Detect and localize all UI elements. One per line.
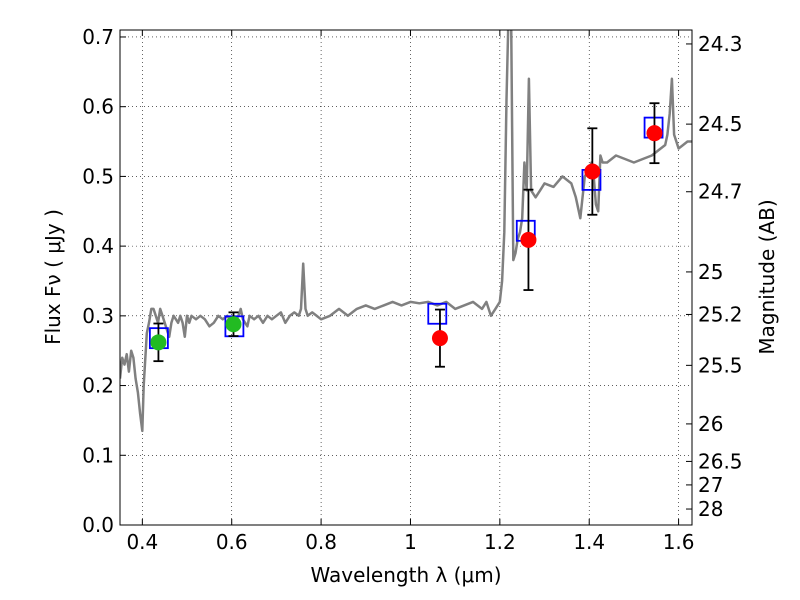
- plot-area: [120, 30, 692, 433]
- axes: 0.4 0.6 0.8 1 1.2 1.4 1.6 0.0 0.1 0.2 0.3 0.4 0.5 0.6…: [82, 25, 742, 554]
- x-tick-label: 1: [404, 530, 417, 554]
- y-tick-label: 0.4: [82, 234, 114, 258]
- mag-tick-label: 25: [698, 260, 723, 284]
- x-tick-label: 1.4: [573, 530, 605, 554]
- observed-flux-point: [646, 125, 663, 142]
- y-tick-label: 0.1: [82, 443, 114, 467]
- mag-tick-label: 28: [698, 497, 723, 521]
- model-photometry-marker: [427, 302, 448, 325]
- x-tick-label: 0.8: [305, 530, 337, 554]
- x-tick-label: 1.2: [484, 530, 516, 554]
- mag-tick-label: 26.5: [698, 449, 743, 473]
- markers: [148, 102, 664, 368]
- observed-flux-point: [431, 330, 448, 347]
- x-tick-label: 0.4: [126, 530, 158, 554]
- y-tick-label: 0.0: [82, 513, 114, 537]
- plot-frame: [119, 29, 693, 526]
- mag-tick-label: 26: [698, 412, 723, 436]
- y2-axis-label: Magnitude (AB): [755, 199, 779, 354]
- model-spectrum-line: [120, 30, 692, 433]
- mag-tick-label: 24.7: [698, 180, 743, 204]
- mag-tick-label: 27: [698, 473, 723, 497]
- x-axis-label: Wavelength λ (μm): [310, 563, 501, 587]
- y-tick-label: 0.7: [82, 25, 114, 49]
- observed-flux-point: [150, 334, 167, 351]
- observed-flux-point: [520, 231, 537, 248]
- y-tick-label: 0.6: [82, 95, 114, 119]
- observed-flux-point: [225, 316, 242, 333]
- mag-tick-label: 25.2: [698, 302, 743, 326]
- grid: [120, 30, 692, 526]
- x-tick-label: 0.6: [216, 530, 248, 554]
- x-tick-label: 1.6: [663, 530, 695, 554]
- y-tick-label: 0.3: [82, 304, 114, 328]
- mag-tick-label: 25.5: [698, 353, 743, 377]
- y-tick-label: 0.2: [82, 374, 114, 398]
- observed-flux-point: [584, 163, 601, 180]
- mag-tick-label: 24.5: [698, 112, 743, 136]
- y-tick-label: 0.5: [82, 164, 114, 188]
- mag-tick-label: 24.3: [698, 32, 743, 56]
- y-axis-label: Flux Fν ( μJy ): [41, 209, 65, 345]
